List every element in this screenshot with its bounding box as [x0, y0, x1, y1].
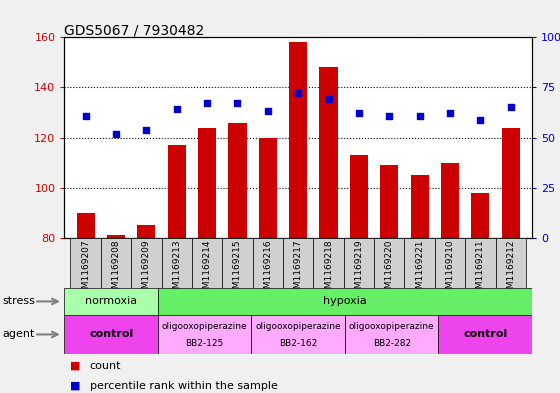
Bar: [192, 238, 222, 288]
Bar: [71, 238, 101, 288]
Bar: [131, 238, 162, 288]
Bar: [350, 155, 368, 238]
Text: GDS5067 / 7930482: GDS5067 / 7930482: [64, 24, 204, 38]
Text: GSM1169210: GSM1169210: [446, 239, 455, 300]
Text: GSM1169211: GSM1169211: [476, 239, 485, 300]
Text: BB2-162: BB2-162: [279, 339, 318, 347]
Text: oligooxopiperazine: oligooxopiperazine: [349, 322, 435, 331]
Text: GSM1169220: GSM1169220: [385, 239, 394, 300]
Bar: [404, 238, 435, 288]
Bar: [251, 315, 345, 354]
Point: [233, 100, 242, 107]
Text: GSM1169221: GSM1169221: [415, 239, 424, 300]
Bar: [344, 238, 374, 288]
Text: ■: ■: [70, 361, 81, 371]
Bar: [64, 315, 158, 354]
Bar: [441, 163, 459, 238]
Bar: [435, 238, 465, 288]
Point: [263, 108, 272, 115]
Point: [172, 107, 181, 113]
Point: [81, 112, 90, 119]
Text: BB2-282: BB2-282: [372, 339, 411, 347]
Bar: [345, 315, 438, 354]
Bar: [283, 238, 314, 288]
Text: normoxia: normoxia: [85, 296, 137, 307]
Bar: [77, 213, 95, 238]
Bar: [410, 175, 429, 238]
Bar: [228, 123, 246, 238]
Text: GSM1169216: GSM1169216: [263, 239, 272, 300]
Bar: [198, 127, 216, 238]
Point: [476, 116, 485, 123]
Bar: [380, 165, 398, 238]
Text: GSM1169208: GSM1169208: [111, 239, 120, 300]
Bar: [438, 315, 532, 354]
Text: BB2-125: BB2-125: [185, 339, 224, 347]
Bar: [374, 238, 404, 288]
Text: GSM1169207: GSM1169207: [81, 239, 90, 300]
Text: oligooxopiperazine: oligooxopiperazine: [255, 322, 341, 331]
Text: GSM1169209: GSM1169209: [142, 239, 151, 300]
Bar: [319, 67, 338, 238]
Text: GSM1169218: GSM1169218: [324, 239, 333, 300]
Bar: [137, 225, 156, 238]
Point: [415, 112, 424, 119]
Text: control: control: [89, 329, 133, 340]
Bar: [259, 138, 277, 238]
Bar: [107, 235, 125, 238]
Text: agent: agent: [3, 329, 35, 340]
Bar: [64, 288, 158, 315]
Bar: [472, 193, 489, 238]
Text: stress: stress: [3, 296, 36, 307]
Bar: [222, 238, 253, 288]
Bar: [167, 145, 186, 238]
Point: [294, 90, 303, 97]
Point: [142, 127, 151, 133]
Text: GSM1169215: GSM1169215: [233, 239, 242, 300]
Text: percentile rank within the sample: percentile rank within the sample: [90, 380, 277, 391]
Bar: [289, 42, 307, 238]
Point: [385, 112, 394, 119]
Bar: [465, 238, 496, 288]
Text: GSM1169214: GSM1169214: [203, 239, 212, 300]
Text: GSM1169219: GSM1169219: [354, 239, 363, 300]
Point: [324, 96, 333, 103]
Bar: [496, 238, 526, 288]
Text: ■: ■: [70, 380, 81, 391]
Point: [203, 100, 212, 107]
Bar: [314, 238, 344, 288]
Bar: [253, 238, 283, 288]
Bar: [502, 127, 520, 238]
Text: count: count: [90, 361, 121, 371]
Text: hypoxia: hypoxia: [323, 296, 367, 307]
Text: GSM1169213: GSM1169213: [172, 239, 181, 300]
Text: control: control: [463, 329, 507, 340]
Bar: [158, 288, 532, 315]
Point: [111, 130, 120, 137]
Point: [446, 110, 455, 117]
Text: GSM1169217: GSM1169217: [293, 239, 303, 300]
Text: oligooxopiperazine: oligooxopiperazine: [162, 322, 248, 331]
Bar: [162, 238, 192, 288]
Point: [354, 110, 363, 117]
Bar: [158, 315, 251, 354]
Text: GSM1169212: GSM1169212: [506, 239, 515, 300]
Bar: [101, 238, 131, 288]
Point: [506, 104, 515, 110]
